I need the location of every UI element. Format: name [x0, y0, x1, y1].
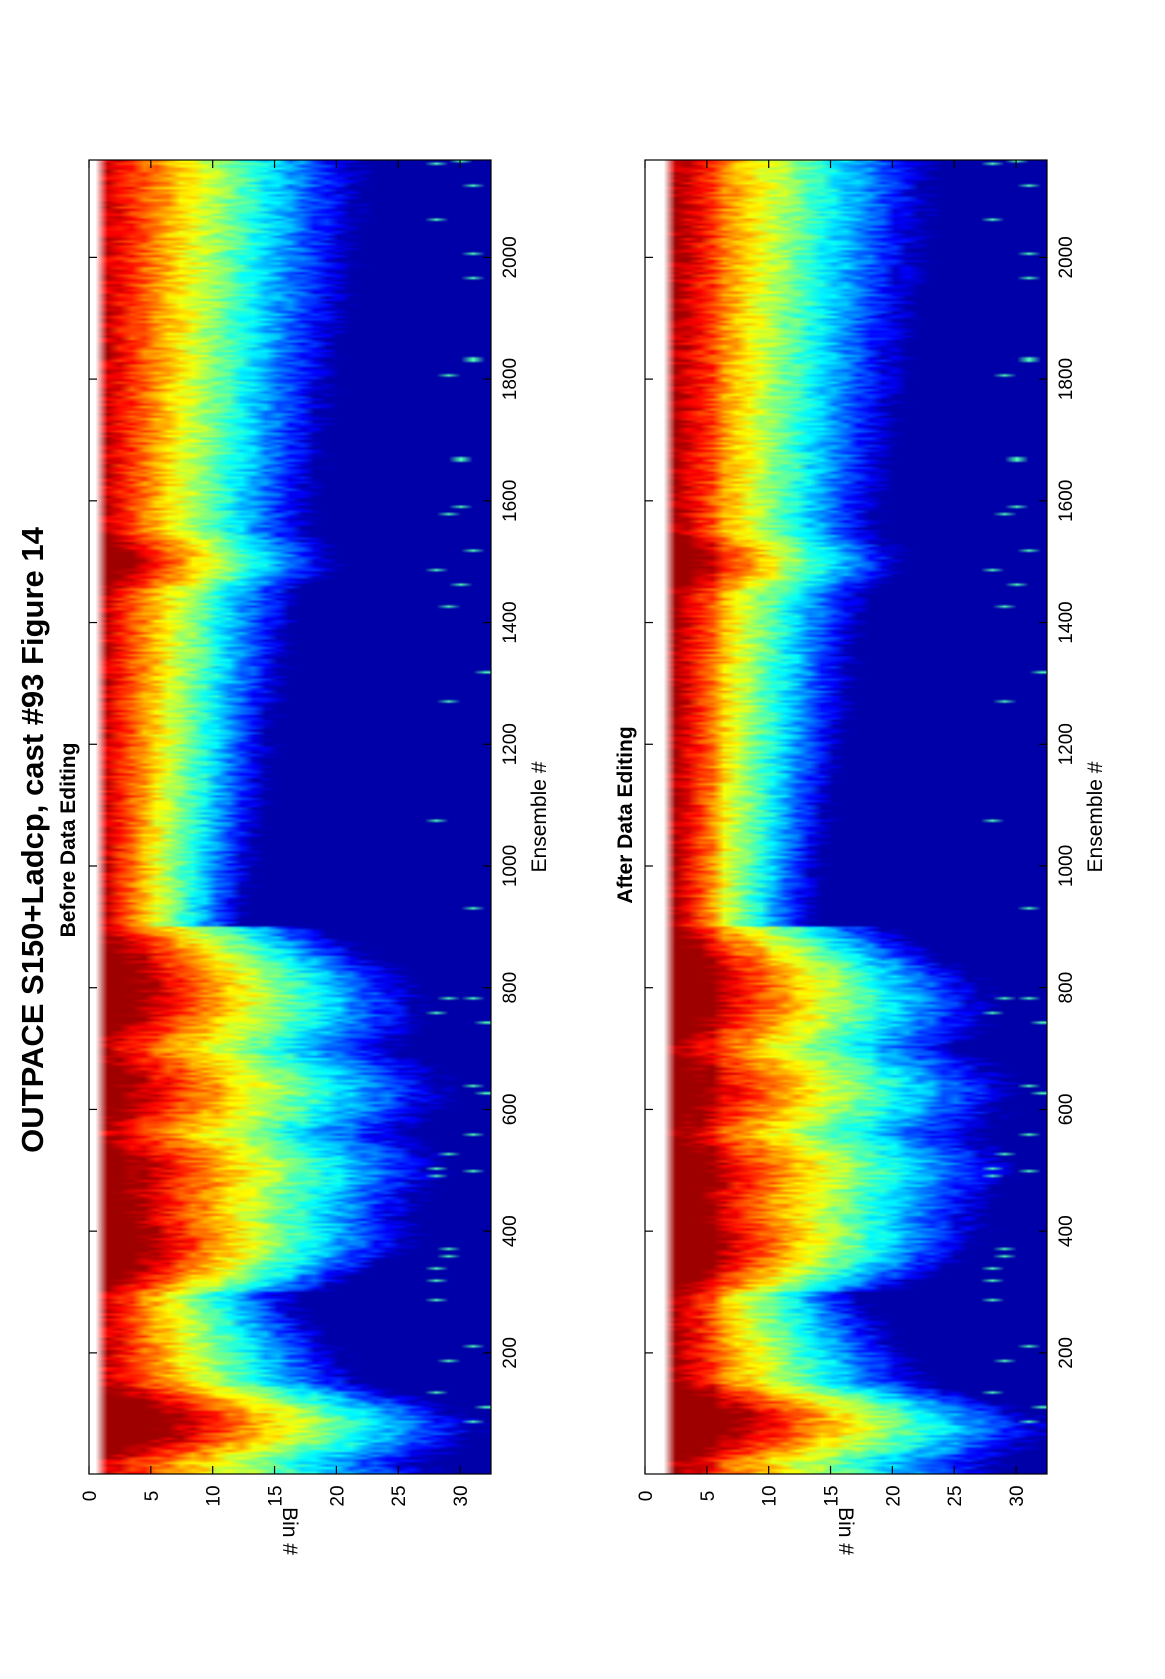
heatmap-image [89, 160, 491, 1474]
y-tick-label: 10 [760, 1485, 781, 1506]
y-tick-label: 15 [266, 1485, 287, 1506]
x-tick-label: 400 [500, 1215, 521, 1247]
y-tick-label: 30 [1007, 1485, 1028, 1506]
figure-title: OUTPACE S150+Ladcp, cast #93 Figure 14 [15, 526, 50, 1152]
x-tick-label: 200 [500, 1337, 521, 1369]
x-tick-label: 2000 [500, 236, 521, 278]
x-axis: 200 400 600 800 1000 1200 1400 1600 1800 2000 [89, 236, 521, 1369]
x-tick-label: 1000 [500, 845, 521, 887]
x-tick-label: 1400 [1056, 601, 1077, 643]
x-tick-label: 1600 [1056, 480, 1077, 522]
y-axis: 0 5 10 15 20 25 30 [80, 160, 472, 1507]
y-tick-label: 0 [636, 1491, 657, 1502]
y-tick-label: 30 [451, 1485, 472, 1506]
x-tick-label: 1400 [500, 601, 521, 643]
x-axis-label: Ensemble # [1084, 761, 1107, 872]
x-tick-label: 1200 [500, 723, 521, 765]
x-tick-label: 800 [500, 972, 521, 1004]
y-tick-label: 0 [80, 1491, 101, 1502]
plot-frame [644, 159, 1048, 1475]
heatmap-raster [89, 160, 491, 1474]
x-tick-label: 1800 [500, 358, 521, 400]
panel-title: After Data Editing [614, 726, 637, 903]
y-axis-label: Bin # [834, 1507, 857, 1555]
heatmap-image [645, 160, 1047, 1474]
y-tick-label: 5 [698, 1491, 719, 1502]
panel-before: Before Data Editing 20040060080010001200… [57, 159, 551, 1555]
y-tick-label: 25 [945, 1485, 966, 1506]
y-tick-label: 20 [883, 1485, 904, 1506]
x-tick-label: 600 [500, 1094, 521, 1126]
y-axis-label: Bin # [278, 1507, 301, 1555]
x-tick-label: 600 [1056, 1094, 1077, 1126]
x-tick-label: 1000 [1056, 845, 1077, 887]
heatmap-raster [645, 160, 1047, 1474]
x-tick-label: 200 [1056, 1337, 1077, 1369]
x-tick-label: 400 [1056, 1215, 1077, 1247]
y-tick-label: 10 [204, 1485, 225, 1506]
y-tick-label: 20 [327, 1485, 348, 1506]
x-tick-label: 800 [1056, 972, 1077, 1004]
plot-frame [88, 159, 492, 1475]
y-tick-label: 25 [389, 1485, 410, 1506]
x-tick-label: 1200 [1056, 723, 1077, 765]
panel-after: After Data Editing 200400600800100012001… [614, 159, 1107, 1555]
y-axis: 0 5 10 15 20 25 30 [636, 160, 1028, 1507]
panel-title: Before Data Editing [57, 743, 80, 938]
x-axis-label: Ensemble # [528, 761, 551, 872]
x-tick-label: 1600 [500, 480, 521, 522]
y-tick-label: 15 [822, 1485, 843, 1506]
x-axis: 200 400 600 800 1000 1200 1400 1600 1800 2000 [645, 236, 1077, 1369]
x-tick-label: 2000 [1056, 236, 1077, 278]
y-tick-label: 5 [142, 1491, 163, 1502]
x-tick-label: 1800 [1056, 358, 1077, 400]
